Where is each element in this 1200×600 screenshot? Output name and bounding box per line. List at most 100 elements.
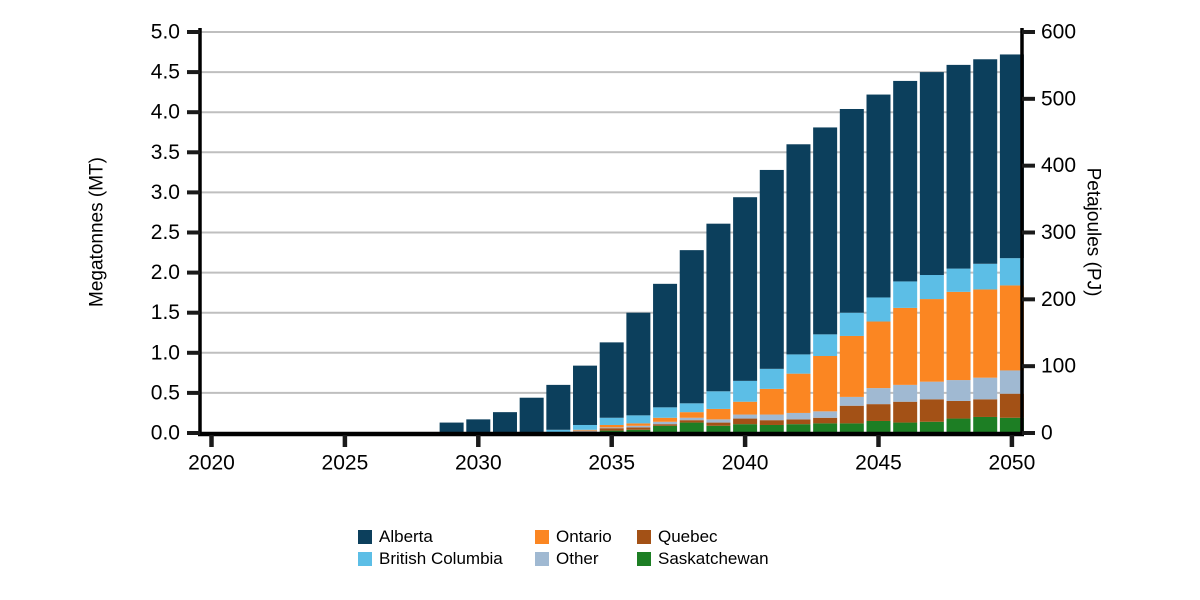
x-tick-label: 2045	[855, 452, 902, 475]
bar-segment-saskatchewan-2043	[813, 423, 838, 433]
bar-segment-saskatchewan-2050	[999, 417, 1024, 433]
bar-segment-quebec-2046	[893, 401, 918, 423]
legend-label-ontario: Ontario	[556, 527, 612, 546]
legend-item-other: Other	[535, 550, 599, 567]
bar-segment-ontario-2037	[653, 417, 678, 422]
bar-segment-british-columbia-2043	[813, 334, 838, 357]
left-tick-label: 1.0	[151, 341, 180, 364]
bar-segment-alberta-2034	[573, 365, 598, 425]
legend-swatch-ontario	[535, 529, 549, 544]
bar-segment-ontario-2040	[733, 401, 758, 415]
bar-segment-saskatchewan-2039	[706, 425, 731, 433]
legend-swatch-alberta	[358, 529, 372, 544]
bar-segment-other-2036	[626, 425, 651, 428]
legend-item-british-columbia: British Columbia	[358, 550, 503, 567]
bar-segment-saskatchewan-2042	[786, 424, 811, 433]
bar-segment-quebec-2038	[679, 420, 704, 423]
legend-item-ontario: Ontario	[535, 528, 612, 545]
bar-segment-saskatchewan-2047	[919, 421, 944, 433]
left-tick-label: 0.5	[151, 381, 180, 404]
bar-segment-alberta-2035	[599, 342, 624, 418]
bar-segment-ontario-2035	[599, 424, 624, 428]
bar-segment-quebec-2040	[733, 418, 758, 425]
bar-segment-ontario-2034	[573, 429, 598, 431]
bar-segment-other-2050	[999, 370, 1024, 394]
right-tick-label: 100	[1041, 355, 1076, 378]
bar-segment-saskatchewan-2045	[866, 420, 891, 433]
left-tick-label: 4.0	[151, 101, 180, 124]
bar-segment-quebec-2043	[813, 417, 838, 424]
bar-segment-ontario-2047	[919, 299, 944, 382]
legend-swatch-other	[535, 551, 549, 566]
legend-item-alberta: Alberta	[358, 528, 433, 545]
right-axis-title: Petajoules (PJ)	[1083, 168, 1104, 297]
bar-segment-alberta-2044	[839, 108, 864, 313]
bar-segment-british-columbia-2042	[786, 354, 811, 374]
bar-segment-ontario-2046	[893, 307, 918, 385]
bar-segment-ontario-2038	[679, 412, 704, 418]
bar-segment-ontario-2048	[946, 291, 971, 381]
bar-segment-saskatchewan-2049	[973, 416, 998, 433]
bar-segment-ontario-2049	[973, 289, 998, 378]
bar-segment-alberta-2043	[813, 127, 838, 335]
bar-segment-ontario-2039	[706, 408, 731, 420]
bar-segment-quebec-2042	[786, 419, 811, 425]
bar-segment-alberta-2050	[999, 54, 1024, 259]
legend-swatch-british-columbia	[358, 551, 372, 566]
left-tick-label: 2.0	[151, 261, 180, 284]
x-tick-label: 2030	[455, 452, 502, 475]
x-tick-label: 2035	[588, 452, 635, 475]
legend-label-saskatchewan: Saskatchewan	[658, 549, 769, 568]
bar-segment-alberta-2032	[519, 397, 544, 433]
bar-segment-other-2047	[919, 381, 944, 400]
bar-segment-saskatchewan-2036	[626, 429, 651, 433]
x-tick-label: 2040	[722, 452, 769, 475]
bar-segment-alberta-2041	[759, 169, 784, 369]
bar-segment-british-columbia-2035	[599, 417, 624, 425]
bar-segment-alberta-2040	[733, 197, 758, 381]
bar-segment-other-2038	[679, 417, 704, 421]
left-tick-label: 3.5	[151, 141, 180, 164]
bar-segment-british-columbia-2045	[866, 297, 891, 322]
legend-label-british-columbia: British Columbia	[379, 549, 503, 568]
bar-segment-alberta-2029	[439, 422, 464, 433]
left-tick-label: 2.5	[151, 221, 180, 244]
bar-segment-other-2044	[839, 396, 864, 406]
bar-segment-alberta-2036	[626, 312, 651, 416]
bar-segment-alberta-2046	[893, 80, 918, 282]
bar-segment-ontario-2041	[759, 388, 784, 415]
bar-segment-ontario-2044	[839, 335, 864, 397]
bar-segment-british-columbia-2041	[759, 368, 784, 389]
bar-segment-other-2048	[946, 380, 971, 401]
bar-segment-quebec-2041	[759, 420, 784, 425]
bar-segment-ontario-2050	[999, 285, 1024, 371]
bar-segment-quebec-2048	[946, 400, 971, 419]
bar-segment-british-columbia-2050	[999, 258, 1024, 286]
bar-segment-british-columbia-2038	[679, 403, 704, 413]
bar-segment-quebec-2035	[599, 428, 624, 431]
bar-segment-other-2042	[786, 412, 811, 420]
bar-segment-other-2037	[653, 421, 678, 425]
bar-segment-quebec-2039	[706, 422, 731, 426]
left-tick-label: 5.0	[151, 21, 180, 44]
legend-label-alberta: Alberta	[379, 527, 433, 546]
bar-segment-british-columbia-2040	[733, 380, 758, 402]
bar-segment-other-2035	[599, 427, 624, 429]
bar-segment-ontario-2043	[813, 356, 838, 412]
right-tick-label: 0	[1041, 422, 1053, 445]
bar-segment-alberta-2048	[946, 64, 971, 269]
bar-segment-british-columbia-2044	[839, 312, 864, 336]
bar-segment-saskatchewan-2041	[759, 424, 784, 433]
bar-segment-other-2046	[893, 384, 918, 402]
bar-segment-ontario-2036	[626, 423, 651, 426]
bar-segment-quebec-2050	[999, 393, 1024, 418]
left-tick-label: 0.0	[151, 422, 180, 445]
left-tick-label: 1.5	[151, 301, 180, 324]
bar-segment-alberta-2049	[973, 59, 998, 264]
bar-segment-british-columbia-2047	[919, 275, 944, 300]
legend-label-quebec: Quebec	[658, 527, 718, 546]
bar-segment-other-2040	[733, 414, 758, 419]
bar-segment-other-2043	[813, 411, 838, 418]
